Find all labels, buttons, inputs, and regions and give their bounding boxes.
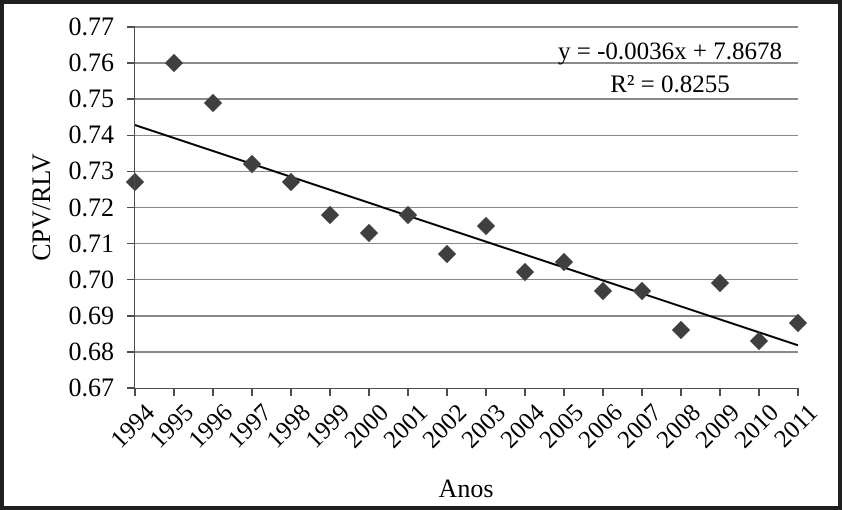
y-tick-label: 0.67 — [68, 373, 115, 402]
y-tick-mark — [127, 387, 135, 389]
data-point-2003 — [476, 216, 496, 235]
y-tick-label: 0.73 — [68, 156, 115, 186]
gridline — [135, 278, 798, 281]
y-tick-mark — [127, 26, 135, 28]
y-tick-label: 0.68 — [68, 336, 115, 366]
y-tick-label: 0.75 — [68, 84, 115, 114]
y-tick-mark — [127, 351, 135, 353]
x-tick-mark — [329, 388, 331, 396]
gridline — [135, 206, 798, 209]
data-point-2000 — [359, 223, 379, 242]
x-tick-mark — [134, 388, 136, 396]
gridline — [135, 98, 798, 100]
x-tick-mark — [602, 388, 604, 396]
x-tick-mark — [524, 388, 526, 396]
x-axis-title: Anos — [438, 474, 494, 503]
x-tick-mark — [407, 388, 409, 396]
data-point-1996 — [203, 93, 223, 112]
gridline — [135, 62, 798, 64]
x-tick-mark — [680, 388, 682, 396]
x-tick-mark — [719, 388, 721, 396]
data-point-2002 — [437, 245, 457, 264]
gridline — [135, 315, 798, 317]
y-tick-label: 0.76 — [68, 48, 115, 78]
y-tick-label: 0.72 — [68, 192, 115, 222]
x-tick-mark — [212, 388, 214, 396]
r-squared-value: R² = 0.8255 — [610, 71, 730, 98]
x-tick-mark — [485, 388, 487, 396]
y-tick-mark — [127, 98, 135, 100]
y-tick-label: 0.71 — [68, 228, 115, 258]
x-tick-mark — [173, 388, 175, 396]
y-tick-mark — [127, 242, 135, 245]
data-point-1999 — [320, 205, 340, 224]
x-tick-mark — [251, 388, 253, 396]
gridline — [135, 351, 798, 353]
x-tick-mark — [563, 388, 565, 396]
y-tick-mark — [127, 315, 135, 317]
gridline — [135, 242, 798, 245]
x-tick-mark — [758, 388, 760, 396]
y-axis-line — [133, 27, 135, 396]
data-point-2011 — [788, 313, 808, 333]
trendline-annotation: y = -0.0036x + 7.8678 R² = 0.8255 — [525, 35, 815, 101]
y-tick-label: 0.77 — [68, 12, 115, 41]
x-axis-line — [133, 387, 798, 390]
gridline — [135, 134, 798, 137]
data-point-2006 — [593, 281, 613, 300]
y-tick-mark — [127, 134, 135, 137]
y-tick-label: 0.69 — [68, 300, 115, 330]
y-tick-mark — [127, 62, 135, 64]
x-tick-mark — [641, 388, 643, 396]
gridline — [135, 170, 798, 173]
x-tick-mark — [290, 388, 292, 396]
y-axis-title: CPV/RLV — [27, 153, 56, 261]
y-tick-mark — [127, 278, 135, 281]
x-tick-mark — [368, 388, 370, 396]
plot-area — [125, 26, 808, 388]
gridline — [135, 26, 798, 28]
y-tick-label: 0.74 — [68, 120, 115, 150]
x-tick-mark — [797, 388, 799, 396]
data-point-2008 — [671, 321, 691, 340]
trendline-equation: y = -0.0036x + 7.8678 — [557, 38, 783, 65]
x-tick-mark — [446, 388, 448, 396]
y-tick-mark — [127, 206, 135, 209]
trendline — [134, 124, 798, 347]
data-point-2009 — [710, 274, 730, 293]
data-point-2001 — [398, 205, 418, 224]
data-point-1994 — [125, 173, 145, 192]
y-tick-label: 0.70 — [68, 264, 115, 294]
y-tick-mark — [127, 170, 135, 173]
data-point-1995 — [164, 53, 184, 73]
